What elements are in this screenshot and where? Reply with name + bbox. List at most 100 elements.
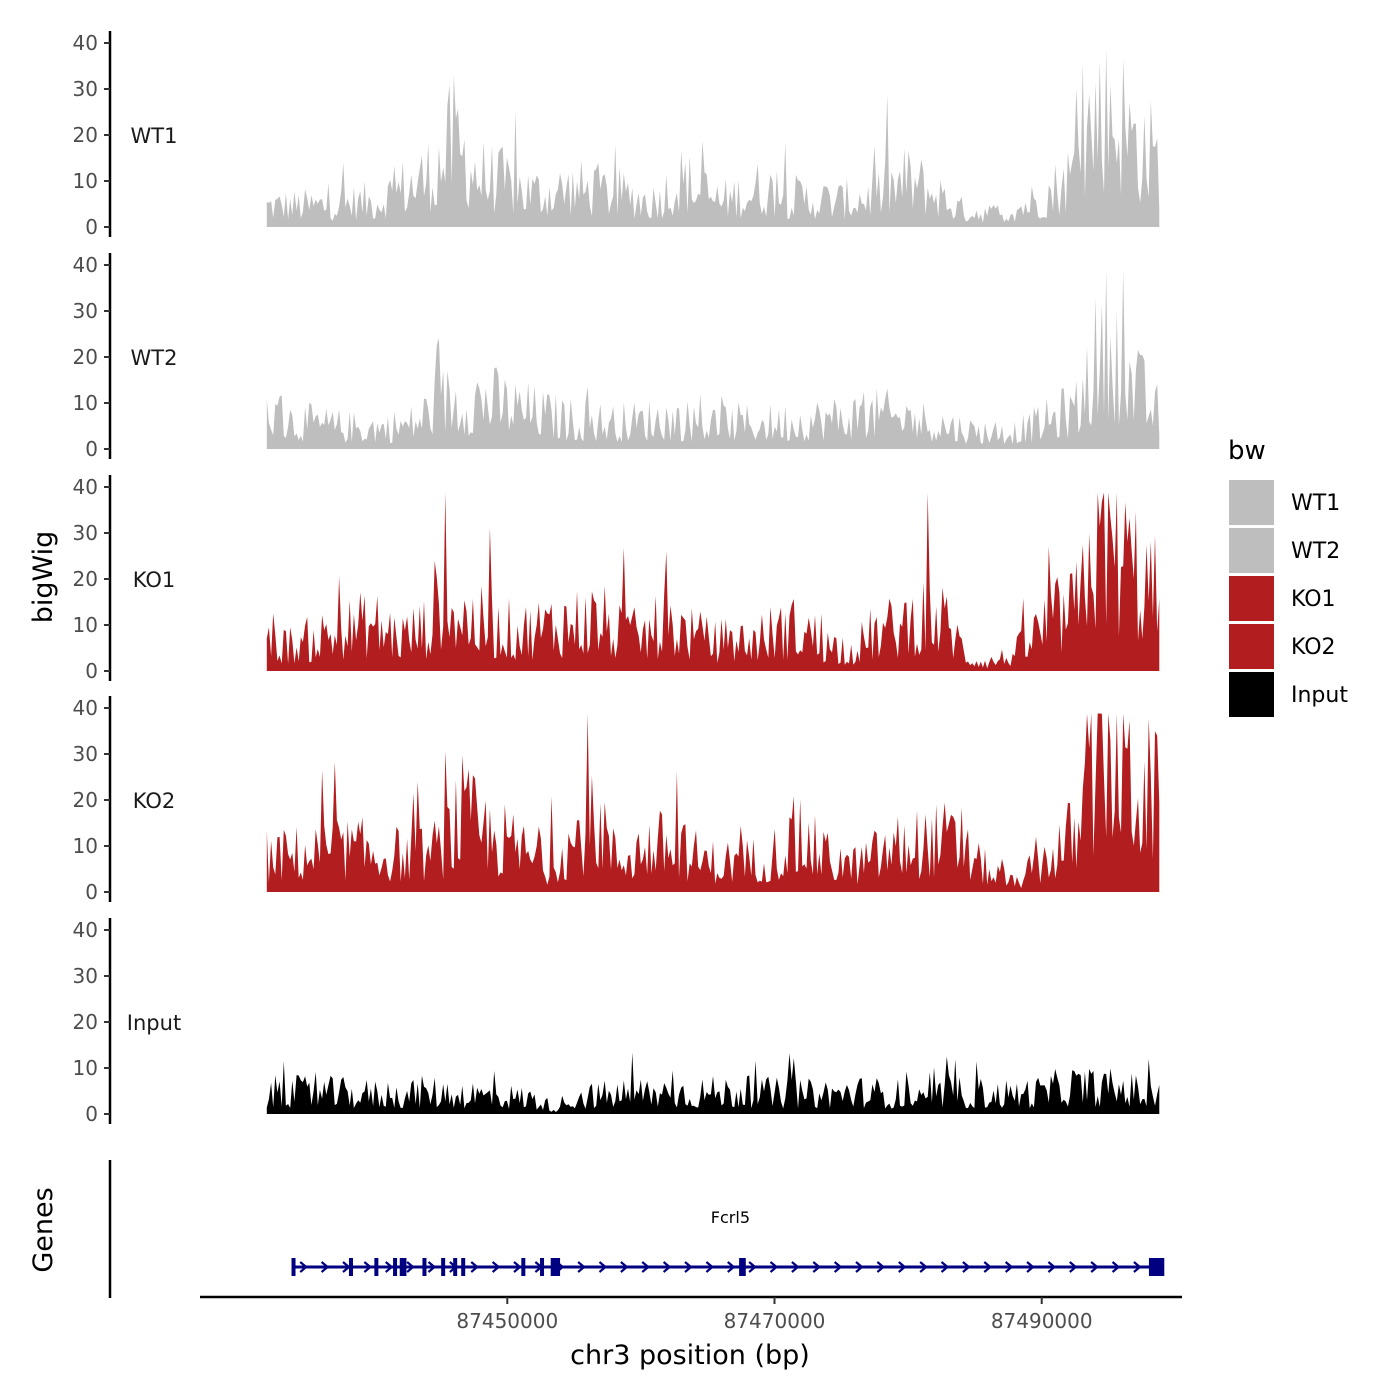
legend: bw WT1 WT2 KO1 KO2 Input	[1228, 436, 1348, 717]
coverage-area-wt2	[266, 270, 1160, 449]
strand-arrow	[812, 1261, 821, 1273]
y-tick-label-ko2-20: 20	[73, 788, 98, 812]
exon-10	[521, 1258, 526, 1276]
x-axis-title: chr3 position (bp)	[570, 1340, 810, 1371]
strand-arrow	[598, 1261, 608, 1273]
strand-arrow	[1133, 1261, 1142, 1273]
exon-8	[453, 1258, 458, 1276]
strand-arrow	[876, 1261, 886, 1273]
track-label-ko2: KO2	[133, 789, 176, 813]
y-tick-label-ko2-0: 0	[85, 880, 98, 904]
strand-arrow	[513, 1261, 522, 1273]
legend-label-ko1: KO1	[1291, 587, 1336, 612]
exon-17	[1148, 1258, 1159, 1276]
exon-5	[402, 1258, 407, 1276]
strand-arrow	[962, 1261, 971, 1273]
strand-arrow	[1090, 1261, 1099, 1273]
y-tick-label-ko2-30: 30	[73, 742, 98, 766]
strand-arrow	[855, 1261, 864, 1273]
gene-label: Fcrl5	[711, 1208, 750, 1227]
legend-title: bw	[1228, 436, 1266, 466]
strand-arrow	[320, 1261, 330, 1273]
x-tick-label-87490000: 87490000	[991, 1309, 1093, 1333]
track-label-ko1: KO1	[133, 568, 176, 592]
strand-arrow	[1111, 1261, 1121, 1273]
y-tick-label-ko1-0: 0	[85, 659, 98, 683]
exon-11	[540, 1258, 545, 1276]
y-tick-label-ko1-10: 10	[73, 613, 98, 637]
gene-track: Fcrl5	[108, 1160, 1165, 1298]
y-tick-label-input-10: 10	[73, 1056, 98, 1080]
legend-key-input	[1229, 672, 1274, 717]
y-tick-label-input-20: 20	[73, 1010, 98, 1034]
y-tick-label-wt1-30: 30	[73, 77, 98, 101]
strand-arrow	[1069, 1261, 1078, 1273]
track-wt2: 0 10 20 30 40 WT2	[73, 253, 1160, 461]
track-label-input: Input	[127, 1011, 181, 1035]
coverage-area-input	[266, 1052, 1160, 1114]
track-ko2: 0 10 20 30 40 KO2	[73, 696, 1160, 904]
y-tick-label-input-30: 30	[73, 964, 98, 988]
strand-arrow	[705, 1261, 715, 1273]
strand-arrow	[363, 1261, 373, 1273]
strand-arrow	[385, 1261, 394, 1273]
track-label-wt1: WT1	[131, 124, 178, 148]
x-axis: 87450000 87470000 87490000	[200, 1295, 1182, 1333]
exon-16	[741, 1258, 746, 1276]
y-tick-label-wt1-40: 40	[73, 31, 98, 55]
y-tick-label-wt2-20: 20	[73, 345, 98, 369]
exon-6	[422, 1258, 427, 1276]
bigwig-tracks: 0 10 20 30 40 WT1 0 10 20 30 40 WT2 0 10 20 30 40 KO1 0 10 2…	[73, 31, 1160, 1126]
exon-13	[553, 1258, 558, 1276]
y-tick-label-ko1-40: 40	[73, 475, 98, 499]
y-axis-title: bigWig	[28, 531, 59, 624]
strand-arrow	[983, 1261, 992, 1273]
genes-axis-title: Genes	[28, 1187, 59, 1272]
y-tick-label-wt1-10: 10	[73, 169, 98, 193]
coverage-area-ko2	[266, 713, 1160, 892]
strand-arrow	[662, 1261, 672, 1273]
strand-arrow	[342, 1261, 351, 1273]
coverage-area-wt1	[266, 48, 1160, 227]
legend-label-wt2: WT2	[1291, 539, 1340, 564]
strand-arrow	[1026, 1261, 1035, 1273]
exon-0	[291, 1258, 296, 1276]
exon-2	[374, 1258, 379, 1276]
exon-12	[550, 1258, 555, 1276]
strand-arrow	[577, 1261, 586, 1273]
track-ko1: 0 10 20 30 40 KO1	[73, 475, 1160, 683]
exon-18	[1154, 1258, 1165, 1276]
exon-1	[348, 1258, 353, 1276]
legend-key-ko1	[1229, 576, 1274, 621]
y-tick-label-ko2-40: 40	[73, 696, 98, 720]
x-tick-label-87450000: 87450000	[456, 1309, 558, 1333]
y-tick-label-wt1-20: 20	[73, 123, 98, 147]
legend-label-ko2: KO2	[1291, 635, 1336, 660]
y-tick-label-wt2-10: 10	[73, 391, 98, 415]
strand-arrow	[919, 1261, 928, 1273]
y-tick-label-wt2-0: 0	[85, 437, 98, 461]
legend-key-wt2	[1229, 528, 1274, 573]
legend-label-wt1: WT1	[1291, 491, 1340, 516]
strand-arrow	[427, 1261, 437, 1273]
y-tick-label-input-0: 0	[85, 1102, 98, 1126]
strand-arrow	[791, 1261, 800, 1273]
y-tick-label-ko1-20: 20	[73, 567, 98, 591]
strand-arrow	[299, 1261, 308, 1273]
strand-arrow	[898, 1261, 907, 1273]
y-tick-label-wt2-30: 30	[73, 299, 98, 323]
strand-arrow	[769, 1261, 779, 1273]
strand-arrow	[748, 1261, 757, 1273]
exon-7	[441, 1258, 446, 1276]
y-tick-label-wt2-40: 40	[73, 253, 98, 277]
track-input: 0 10 20 30 40 Input	[73, 918, 1160, 1126]
exon-3	[393, 1258, 398, 1276]
strand-arrow	[491, 1261, 501, 1273]
legend-key-wt1	[1229, 480, 1274, 525]
strand-arrow	[620, 1261, 629, 1273]
strand-arrow	[727, 1261, 736, 1273]
exon-14	[556, 1258, 561, 1276]
strand-arrow	[641, 1261, 650, 1273]
legend-label-input: Input	[1291, 683, 1348, 708]
